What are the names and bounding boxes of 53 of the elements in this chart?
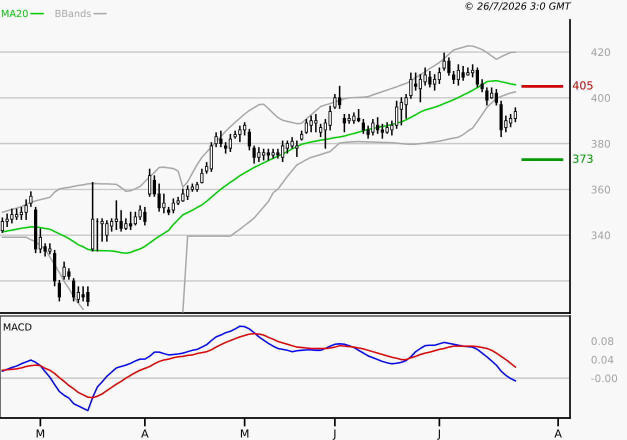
legend-label: MA20: [2, 10, 28, 18]
candlestick: [72, 278, 76, 302]
x-tick-label: A: [141, 429, 149, 438]
y-tick-label: 360: [592, 186, 610, 194]
y-tick-label: 380: [592, 140, 610, 148]
candlestick: [143, 206, 146, 226]
candlestick: [100, 218, 104, 242]
y-tick-label: 400: [591, 94, 610, 102]
candlestick: [228, 134, 232, 152]
candlestick: [514, 107, 517, 122]
candlestick: [29, 191, 32, 207]
candlestick: [48, 243, 52, 254]
candlestick: [86, 286, 90, 306]
candlestick: [248, 128, 251, 150]
text: MACD: [4, 323, 32, 331]
candlestick: [148, 168, 152, 197]
line-series: [2, 45, 516, 214]
candlestick: [494, 89, 498, 106]
candlestick: [442, 52, 446, 71]
x-tick-label: J: [332, 429, 336, 440]
x-tick-label: J: [437, 429, 440, 440]
candlestick: [314, 114, 318, 132]
y-tick-label: 0.08: [592, 337, 614, 346]
candlestick: [447, 57, 450, 76]
candlestick: [58, 280, 61, 302]
candlestick: [62, 262, 66, 280]
x-tick-label: M: [36, 429, 44, 438]
line-series: [2, 325, 516, 412]
y-tick-label: -0.00: [591, 374, 618, 382]
ref-line-label: 405: [572, 81, 593, 90]
candlestick: [200, 168, 204, 184]
candlestick: [205, 162, 208, 174]
y-tick-label: 0.04: [592, 356, 614, 364]
candlestick: [295, 140, 298, 157]
y-tick-label: 420: [591, 48, 610, 56]
candlestick: [67, 268, 70, 280]
candlestick: [162, 194, 166, 214]
line-series: [2, 80, 516, 254]
candlestick: [219, 130, 222, 148]
candlestick: [319, 124, 322, 138]
candlestick: [438, 68, 441, 84]
candlestick: [210, 142, 213, 172]
candlestick: [214, 132, 218, 148]
legend-label: BBands: [56, 10, 91, 18]
candlestick: [252, 146, 256, 164]
candlestick: [452, 70, 456, 84]
x-tick-label: A: [554, 429, 562, 438]
candlestick: [224, 142, 228, 154]
y-tick-label: 340: [592, 231, 610, 240]
ref-line-label: 373: [573, 154, 593, 163]
x-tick-label: M: [240, 429, 248, 438]
text: © 26/7/2026 3:0 GMT: [466, 2, 572, 10]
line-series: [2, 332, 516, 398]
